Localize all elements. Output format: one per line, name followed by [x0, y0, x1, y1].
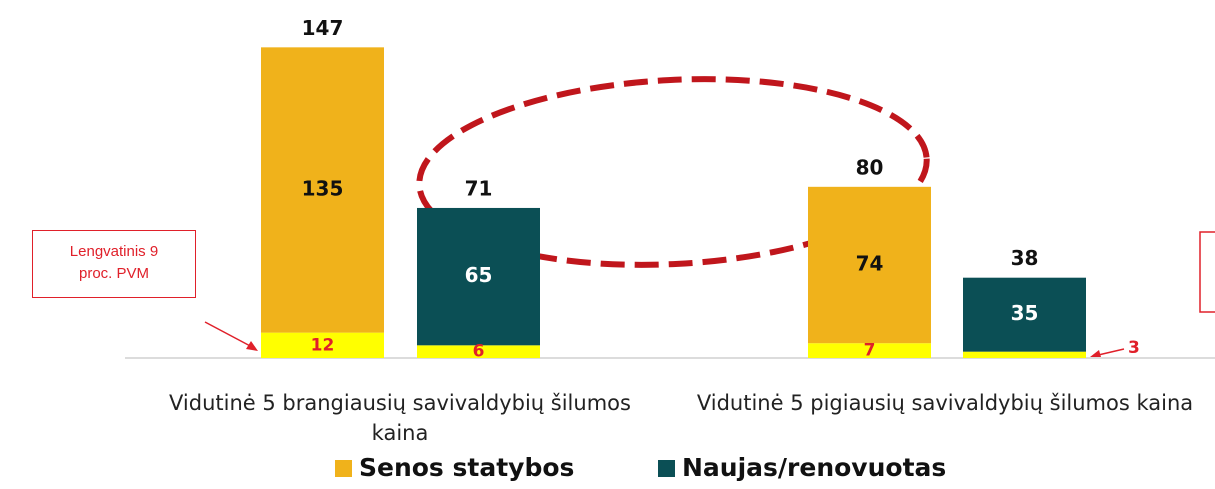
arrow: [204, 321, 255, 349]
legend-label: Naujas/renovuotas: [682, 453, 946, 482]
annotation: Lengvatinis 9 proc. PVM: [32, 230, 196, 298]
vat-label: 7: [864, 341, 876, 361]
vat-segment: [261, 332, 384, 358]
value-label: 135: [302, 176, 344, 200]
annotation-box-cut: [1199, 231, 1215, 313]
category-label: Vidutinė 5 brangiausių savivaldybių šilu…: [169, 391, 631, 445]
bar-segment: [417, 207, 540, 346]
bar-segment: [963, 277, 1086, 352]
legend-swatch: [335, 460, 352, 477]
legend-swatch: [658, 460, 675, 477]
total-label: 71: [465, 176, 493, 200]
vat-label: 3: [1128, 338, 1140, 358]
category-label: Vidutinė 5 pigiausių savivaldybių šilumo…: [696, 391, 1194, 415]
bar-segment: [808, 186, 931, 344]
total-label: 80: [856, 155, 884, 179]
total-label: 147: [302, 16, 344, 40]
total-label: 38: [1011, 246, 1039, 270]
arrow-head: [246, 341, 258, 351]
value-label: 74: [856, 252, 884, 276]
vat-segment: [417, 345, 540, 358]
arrow-head: [1090, 350, 1101, 357]
highlight-ellipse: [416, 76, 930, 268]
legend-label: Senos statybos: [359, 453, 574, 482]
vat-label: 12: [311, 335, 335, 355]
vat-segment: [808, 343, 931, 358]
vat-segment: [963, 351, 1086, 358]
value-label: 65: [465, 263, 493, 287]
value-label: 35: [1011, 301, 1039, 325]
vat-label: 6: [473, 342, 485, 362]
bar-segment: [261, 47, 384, 333]
